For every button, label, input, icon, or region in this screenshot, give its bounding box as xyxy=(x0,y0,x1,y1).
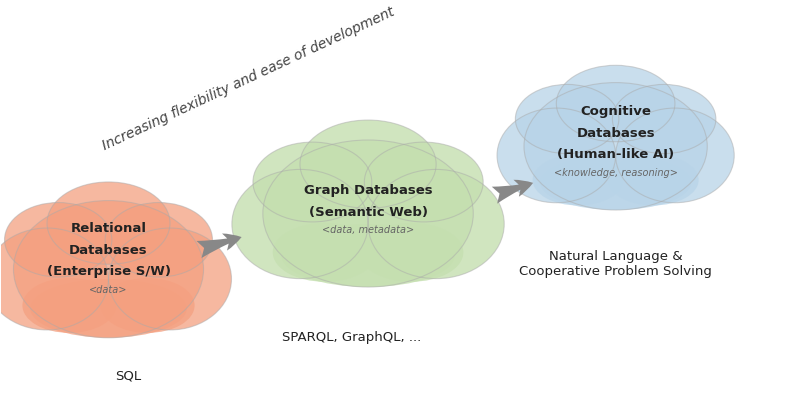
Text: (Enterprise S/W): (Enterprise S/W) xyxy=(46,265,170,279)
Text: Databases: Databases xyxy=(69,244,148,257)
Ellipse shape xyxy=(22,278,116,333)
Ellipse shape xyxy=(253,142,372,222)
Ellipse shape xyxy=(232,170,368,279)
Text: (Human-like AI): (Human-like AI) xyxy=(557,148,674,161)
Text: Relational: Relational xyxy=(70,222,146,235)
Ellipse shape xyxy=(0,228,109,330)
Ellipse shape xyxy=(515,84,619,154)
Text: (Semantic Web): (Semantic Web) xyxy=(309,206,427,219)
Ellipse shape xyxy=(282,224,454,287)
Text: SPARQL, GraphQL, ...: SPARQL, GraphQL, ... xyxy=(282,331,422,344)
Ellipse shape xyxy=(540,155,691,210)
Ellipse shape xyxy=(273,223,377,282)
Ellipse shape xyxy=(616,108,734,203)
Ellipse shape xyxy=(109,228,231,330)
Ellipse shape xyxy=(608,154,698,205)
Ellipse shape xyxy=(300,120,436,208)
Ellipse shape xyxy=(533,154,623,205)
Text: <data, metadata>: <data, metadata> xyxy=(322,225,414,235)
Text: <knowledge, reasoning>: <knowledge, reasoning> xyxy=(554,168,678,178)
Ellipse shape xyxy=(30,279,186,338)
Ellipse shape xyxy=(263,140,474,287)
Ellipse shape xyxy=(14,201,203,338)
Ellipse shape xyxy=(101,278,194,333)
Ellipse shape xyxy=(556,65,675,142)
Text: <data>: <data> xyxy=(90,285,128,295)
Text: Cognitive: Cognitive xyxy=(580,105,651,118)
Ellipse shape xyxy=(364,142,483,222)
Ellipse shape xyxy=(368,170,504,279)
Ellipse shape xyxy=(5,203,112,277)
Text: Natural Language &
Cooperative Problem Solving: Natural Language & Cooperative Problem S… xyxy=(519,250,712,278)
Text: SQL: SQL xyxy=(115,370,142,383)
Ellipse shape xyxy=(359,223,463,282)
Text: Databases: Databases xyxy=(576,127,655,140)
Ellipse shape xyxy=(612,84,716,154)
Ellipse shape xyxy=(105,203,213,277)
Ellipse shape xyxy=(47,182,170,264)
Text: Increasing flexibility and ease of development: Increasing flexibility and ease of devel… xyxy=(100,5,397,153)
Ellipse shape xyxy=(524,83,707,210)
Text: Graph Databases: Graph Databases xyxy=(304,184,432,197)
Ellipse shape xyxy=(497,108,616,203)
